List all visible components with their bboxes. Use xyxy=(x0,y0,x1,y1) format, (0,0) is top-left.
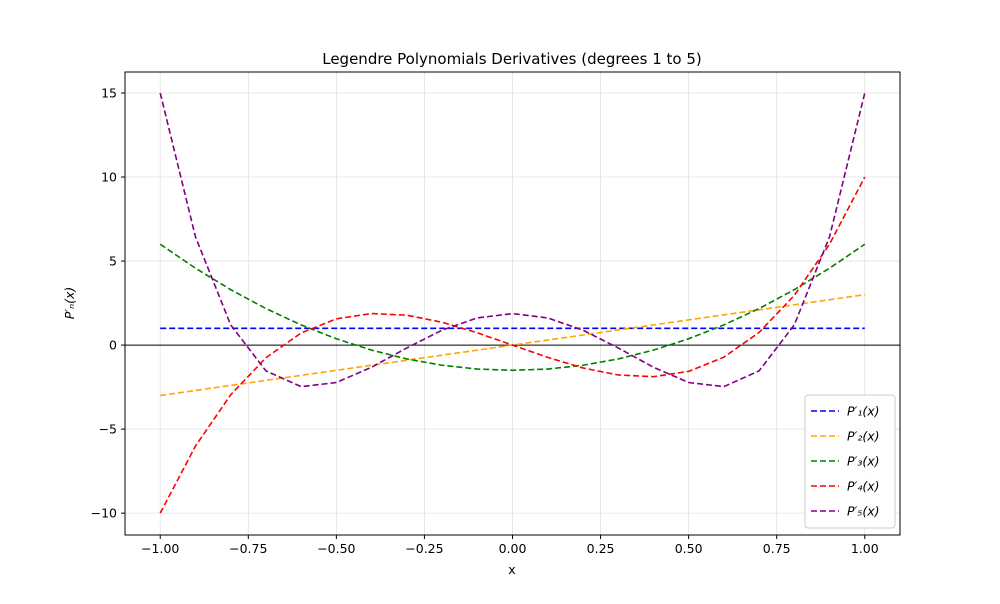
x-tick-label: 0.25 xyxy=(587,541,615,556)
y-tick-label: 0 xyxy=(109,338,117,353)
legend-box xyxy=(804,394,896,529)
y-tick-label: 5 xyxy=(109,254,117,269)
y-tick-label: −5 xyxy=(99,422,117,437)
y-tick-label: 10 xyxy=(101,170,117,185)
legend-label: P′₄(x) xyxy=(847,479,880,494)
x-tick-label: −0.75 xyxy=(229,541,267,556)
x-tick-label: 0.50 xyxy=(675,541,703,556)
plot-frame xyxy=(124,71,901,536)
x-axis-label: x xyxy=(508,562,515,577)
line-series xyxy=(159,176,866,514)
x-tick-label: 0.75 xyxy=(763,541,791,556)
y-axis-label: P′ₙ(x) xyxy=(62,287,77,320)
chart-title: Legendre Polynomials Derivatives (degree… xyxy=(322,50,702,68)
y-tick-label: −10 xyxy=(91,506,117,521)
x-tick-label: 0.00 xyxy=(499,541,527,556)
x-tick-label: −0.25 xyxy=(405,541,443,556)
legend-label: P′₁(x) xyxy=(847,404,880,419)
legend-label: P′₃(x) xyxy=(847,454,880,469)
x-tick-label: −1.00 xyxy=(141,541,179,556)
legend-label: P′₅(x) xyxy=(847,504,880,519)
x-tick-label: −0.50 xyxy=(317,541,355,556)
legend-label: P′₂(x) xyxy=(847,429,880,444)
x-tick-label: 1.00 xyxy=(851,541,879,556)
line-series xyxy=(159,243,866,372)
y-tick-label: 15 xyxy=(101,86,117,101)
